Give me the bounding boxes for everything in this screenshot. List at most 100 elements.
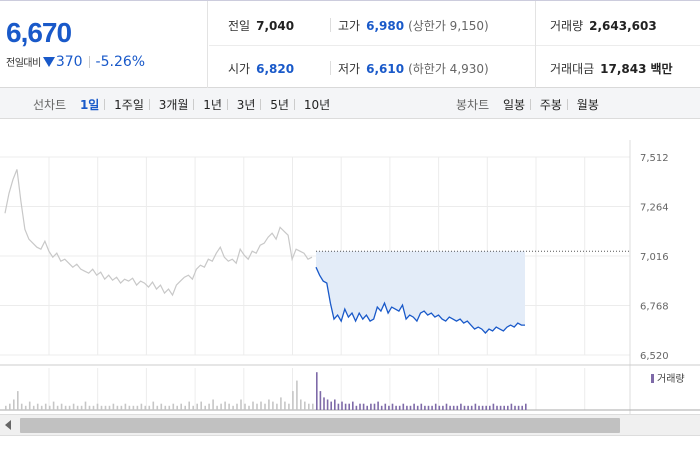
volume-bar [60,403,63,410]
volume-bar [485,405,487,410]
volume-bar [17,391,19,410]
upper-limit: (상한가 9,150) [408,19,489,33]
volume-bar [474,403,477,410]
tab-1year[interactable]: 1년 [203,98,222,112]
volume-bar [112,403,115,410]
change-amount: 370 [55,54,83,70]
volume-bar [330,401,332,410]
volume-bar [499,405,502,410]
quote-panel: 6,670 전일대비 370 -5.26% 전일 7,040 고가 6,980 (상한가 … [0,0,700,88]
volume-bar [326,399,329,410]
volume-bar [276,403,278,410]
prev-close-value: 7,040 [256,19,295,33]
volume-bar [517,405,520,410]
change-percent: -5.26% [95,54,146,70]
change-label: 전일대비 [6,58,41,69]
divider [148,99,150,110]
volume-bar [467,405,469,410]
volume-bar [370,403,372,410]
volume-bar [463,405,466,410]
price-fill-area [316,251,525,333]
candle-chart-tabs: 봉차트 일봉 주봉 월봉 [456,96,599,113]
tab-monthly[interactable]: 월봉 [576,98,599,112]
tab-3month[interactable]: 3개월 [158,98,189,112]
lower-limit: (하한가 4,930) [408,62,489,76]
tab-3year[interactable]: 3년 [236,98,256,112]
volume-bar [128,405,131,410]
down-arrow-icon [42,57,55,67]
volume-bar [228,403,230,410]
volume-bar [510,403,513,410]
volume-bar [359,403,361,410]
volume-bar [300,399,302,410]
volume-bar [212,399,214,410]
volume-bar [352,401,354,410]
volume-bar [204,405,206,410]
volume-bar [481,405,484,410]
tab-1week[interactable]: 1주일 [114,98,144,112]
volume-bar [40,405,43,410]
volume-bar [362,403,365,410]
scroll-thumb[interactable] [20,418,620,433]
low-label: 저가 [338,62,361,76]
open-stat: 시가 6,820 [228,60,294,77]
volume-bar [260,401,262,410]
volume-bar [168,405,171,410]
volume-bar [152,401,155,410]
volume-bar [445,403,448,410]
volume-bar [398,405,401,410]
volume-bar [252,401,254,410]
chart-scrollbar[interactable] [0,414,700,436]
volume-bar [196,403,198,410]
line-chart-label: 선차트 [33,98,67,112]
tab-10year[interactable]: 10년 [303,98,331,112]
row-divider [209,45,700,46]
low-value: 6,610 [366,62,405,76]
volume-bar [88,405,91,410]
volume-bar [28,401,31,410]
open-label: 시가 [228,62,251,76]
volume-bar [377,401,379,410]
amount-stat: 거래대금 17,843 백만 [550,60,673,77]
volume-bar [156,405,159,410]
volume-bar [434,403,437,410]
prev-close-stat: 전일 7,040 [228,17,294,34]
tab-weekly[interactable]: 주봉 [539,98,562,112]
divider [193,99,195,110]
volume-bar [489,405,491,410]
high-value: 6,980 [366,19,405,33]
volume-bar [496,405,498,410]
divider [88,56,90,68]
volume-bar [427,405,430,410]
volume-bar [507,405,509,410]
volume-bar [96,403,99,410]
volume-bar [176,405,178,410]
volume-bar [124,403,127,410]
volume-bar [416,405,419,410]
volume-bar [104,405,107,410]
volume-bar [84,401,87,410]
prev-close-label: 전일 [228,19,251,33]
volume-bar [248,405,250,410]
volume-bar [13,399,15,410]
divider [104,99,106,110]
y-tick-label: 7,016 [640,252,669,263]
volume-bar [272,401,274,410]
divider [566,99,568,110]
tab-1day[interactable]: 1일 [79,98,100,112]
high-label: 고가 [338,19,361,33]
volume-bar [48,405,51,410]
low-stat: 저가 6,610 (하한가 4,930) [338,60,489,77]
line-chart-tabs: 선차트 1일 1주일 3개월 1년 3년 5년 10년 [33,96,330,113]
tab-daily[interactable]: 일봉 [502,98,526,112]
tab-5year[interactable]: 5년 [270,98,289,112]
volume-bar [32,405,35,410]
volume-bar [438,405,441,410]
volume-value: 2,643,603 [589,19,657,33]
volume-bar [442,405,444,410]
volume-bar [148,405,151,410]
scroll-left-icon[interactable] [5,420,11,430]
volume-bar [184,405,186,410]
volume-bar [192,405,194,410]
volume-bar [188,401,190,410]
